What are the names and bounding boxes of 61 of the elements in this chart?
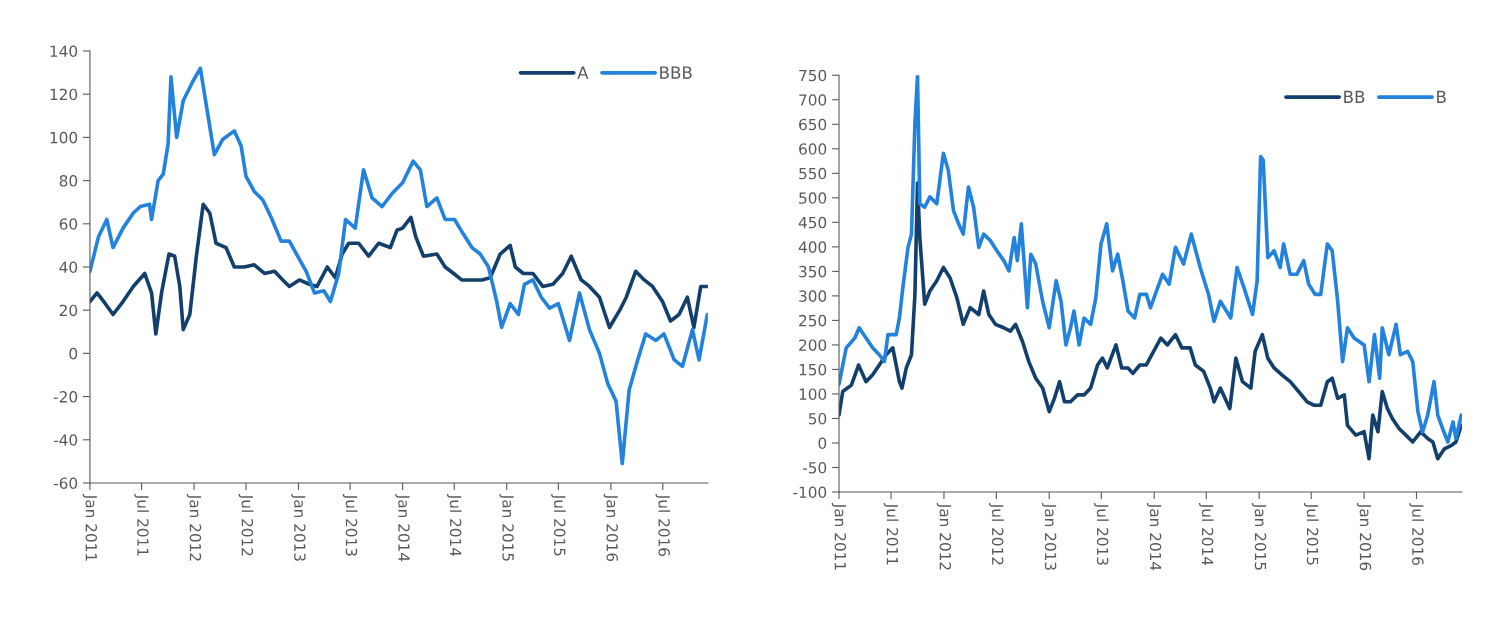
x-tick-label: Jan 2016 bbox=[603, 494, 618, 562]
y-tick-label: 300 bbox=[799, 290, 827, 302]
x-tick-label: Jan 2014 bbox=[395, 494, 410, 562]
legend-label: BB bbox=[1344, 90, 1365, 103]
y-tick-label: 100 bbox=[50, 131, 78, 144]
y-tick-label: -50 bbox=[802, 461, 827, 474]
x-tick-label: Jul 2011 bbox=[883, 503, 899, 565]
line-series bbox=[89, 202, 708, 336]
y-tick-label: 100 bbox=[799, 388, 827, 400]
y-tick-label: 40 bbox=[59, 261, 78, 274]
y-tick-label: 400 bbox=[798, 241, 827, 253]
y-tick-label: 150 bbox=[799, 363, 827, 376]
y-tick-label: 650 bbox=[799, 118, 827, 131]
y-tick-label: 250 bbox=[799, 314, 827, 327]
y-tick-label: 120 bbox=[50, 88, 78, 101]
x-tick-label: Jul 2012 bbox=[238, 494, 254, 556]
x-tick-label: Jan 2011 bbox=[831, 503, 847, 570]
y-tick-label: 20 bbox=[59, 304, 78, 317]
x-tick-label: Jul 2015 bbox=[1303, 503, 1319, 565]
x-tick-label: Jul 2015 bbox=[551, 494, 566, 556]
x-tick-label: Jan 2016 bbox=[1356, 503, 1372, 571]
x-tick-label: Jul 2014 bbox=[1198, 503, 1214, 566]
x-tick-label: Jan 2012 bbox=[186, 494, 202, 561]
x-tick-label: Jul 2011 bbox=[134, 494, 149, 556]
x-tick-label: Jul 2013 bbox=[1094, 503, 1109, 565]
x-tick-label: Jan 2013 bbox=[291, 494, 306, 561]
y-tick-label: 350 bbox=[799, 265, 827, 278]
line-series bbox=[89, 66, 708, 466]
y-tick-label: 700 bbox=[799, 94, 827, 106]
x-tick-label: Jul 2014 bbox=[446, 494, 462, 557]
y-tick-label: 600 bbox=[799, 143, 827, 155]
x-tick-label: Jan 2015 bbox=[499, 494, 514, 561]
line-series bbox=[839, 75, 1462, 444]
x-tick-label: Jan 2012 bbox=[936, 503, 952, 570]
y-tick-label: 60 bbox=[59, 218, 78, 230]
y-tick-label: -100 bbox=[793, 486, 827, 499]
x-tick-label: Jan 2014 bbox=[1146, 503, 1162, 571]
legend-label: B bbox=[1437, 90, 1446, 103]
legend-label: BBB bbox=[660, 66, 692, 79]
y-tick-label: 0 bbox=[69, 347, 78, 360]
y-tick-label: -40 bbox=[53, 434, 78, 446]
x-tick-label: Jan 2015 bbox=[1251, 503, 1267, 570]
y-tick-label: 450 bbox=[798, 216, 827, 229]
x-tick-label: Jan 2011 bbox=[82, 494, 98, 561]
y-tick-label: 0 bbox=[818, 437, 827, 449]
y-tick-label: 80 bbox=[59, 175, 78, 187]
legend-label: A bbox=[577, 66, 589, 79]
y-tick-label: 50 bbox=[808, 412, 827, 425]
x-tick-label: Jan 2013 bbox=[1041, 503, 1057, 570]
y-tick-label: 550 bbox=[799, 167, 827, 180]
y-tick-label: -20 bbox=[53, 391, 78, 403]
x-tick-label: Jul 2016 bbox=[655, 494, 671, 556]
line-series bbox=[839, 181, 1462, 461]
y-tick-label: 500 bbox=[799, 192, 827, 204]
y-tick-label: 750 bbox=[799, 69, 827, 82]
y-tick-label: 140 bbox=[50, 45, 78, 58]
x-tick-label: Jul 2013 bbox=[342, 494, 358, 556]
y-tick-label: -60 bbox=[53, 477, 78, 489]
x-tick-label: Jul 2016 bbox=[1409, 503, 1424, 566]
y-tick-label: 200 bbox=[799, 339, 827, 351]
x-tick-label: Jul 2012 bbox=[989, 503, 1004, 565]
